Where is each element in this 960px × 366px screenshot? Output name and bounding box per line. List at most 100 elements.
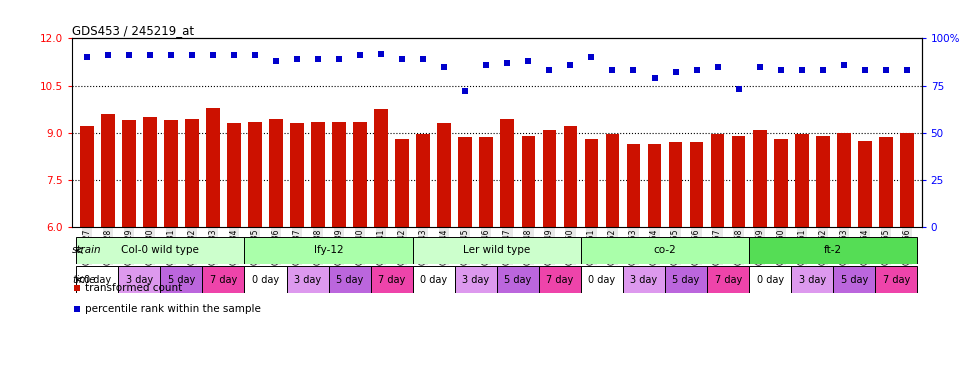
Point xyxy=(520,58,536,64)
Bar xyxy=(438,123,451,227)
Bar xyxy=(203,266,245,293)
Bar xyxy=(774,139,787,227)
Text: ft-2: ft-2 xyxy=(825,245,842,255)
Text: 0 day: 0 day xyxy=(756,274,783,285)
Text: 0 day: 0 day xyxy=(420,274,447,285)
Bar xyxy=(143,117,156,227)
Bar xyxy=(564,126,577,227)
Bar xyxy=(459,137,472,227)
Text: transformed count: transformed count xyxy=(85,283,182,293)
Text: 5 day: 5 day xyxy=(336,274,363,285)
Point xyxy=(857,68,873,74)
Bar xyxy=(497,266,539,293)
Bar xyxy=(585,139,598,227)
Bar xyxy=(623,266,665,293)
Bar xyxy=(206,108,220,227)
Point xyxy=(584,54,599,60)
Point xyxy=(900,68,915,74)
Point xyxy=(331,56,347,62)
Point xyxy=(794,68,809,74)
Bar xyxy=(332,122,346,227)
Text: 7 day: 7 day xyxy=(210,274,237,285)
Point xyxy=(205,52,221,58)
Bar xyxy=(581,237,749,264)
Point xyxy=(626,68,641,74)
Bar xyxy=(648,144,661,227)
Bar xyxy=(542,130,556,227)
Point xyxy=(310,56,325,62)
Text: Ler wild type: Ler wild type xyxy=(463,245,531,255)
Bar xyxy=(521,136,535,227)
Text: 0 day: 0 day xyxy=(588,274,615,285)
Bar xyxy=(749,237,918,264)
Point xyxy=(541,68,557,74)
Bar xyxy=(879,137,893,227)
Point xyxy=(163,52,179,58)
Bar xyxy=(286,266,328,293)
Bar xyxy=(708,266,749,293)
Text: 7 day: 7 day xyxy=(546,274,573,285)
Point xyxy=(668,70,684,75)
Bar xyxy=(185,119,199,227)
Point xyxy=(248,52,263,58)
Point xyxy=(499,60,515,66)
Bar xyxy=(245,266,286,293)
Bar xyxy=(248,122,262,227)
Bar xyxy=(627,144,640,227)
Point xyxy=(563,62,578,68)
Bar xyxy=(581,266,623,293)
Point xyxy=(79,54,94,60)
Text: 3 day: 3 day xyxy=(126,274,153,285)
Point xyxy=(184,52,200,58)
Text: time: time xyxy=(72,274,95,285)
Bar xyxy=(479,137,493,227)
Point xyxy=(416,56,431,62)
Bar xyxy=(669,142,683,227)
Bar xyxy=(500,119,515,227)
Bar xyxy=(374,109,388,227)
Bar xyxy=(732,136,746,227)
Text: GDS453 / 245219_at: GDS453 / 245219_at xyxy=(72,24,194,37)
Bar xyxy=(689,142,704,227)
Point xyxy=(395,56,410,62)
Bar xyxy=(328,266,371,293)
Point xyxy=(100,52,115,58)
Point xyxy=(458,88,473,94)
Point xyxy=(373,51,389,56)
Bar xyxy=(539,266,581,293)
Text: 5 day: 5 day xyxy=(168,274,195,285)
Point xyxy=(689,68,705,74)
Point xyxy=(773,68,788,74)
Point xyxy=(289,56,304,62)
Point xyxy=(647,75,662,81)
Point xyxy=(437,64,452,70)
Point xyxy=(268,58,283,64)
Text: lfy-12: lfy-12 xyxy=(314,245,344,255)
Text: co-2: co-2 xyxy=(654,245,677,255)
Bar xyxy=(710,134,725,227)
Bar xyxy=(245,237,413,264)
Bar xyxy=(396,139,409,227)
Bar xyxy=(76,237,245,264)
Text: 3 day: 3 day xyxy=(462,274,490,285)
Point xyxy=(605,68,620,74)
Bar xyxy=(122,120,135,227)
Point xyxy=(69,306,84,312)
Bar xyxy=(900,133,914,227)
Bar xyxy=(858,141,872,227)
Bar xyxy=(164,120,178,227)
Text: 7 day: 7 day xyxy=(378,274,405,285)
Point xyxy=(142,52,157,58)
Text: 0 day: 0 day xyxy=(84,274,110,285)
Point xyxy=(878,68,894,74)
Bar xyxy=(413,266,455,293)
Bar xyxy=(816,136,829,227)
Bar xyxy=(290,123,304,227)
Point xyxy=(227,52,242,58)
Text: 3 day: 3 day xyxy=(799,274,826,285)
Bar xyxy=(417,134,430,227)
Bar xyxy=(665,266,708,293)
Point xyxy=(710,64,726,70)
Bar xyxy=(353,122,367,227)
Bar xyxy=(160,266,203,293)
